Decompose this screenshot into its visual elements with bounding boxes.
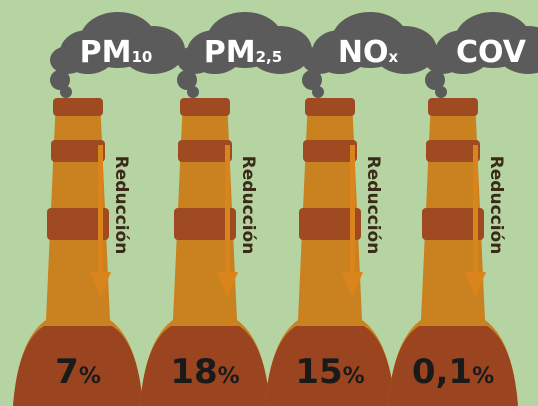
arrow-label: Reducción: [363, 156, 383, 255]
arrow-shaft: [473, 145, 478, 275]
chimney-band: [51, 140, 105, 162]
pollutant-name: NO: [338, 35, 389, 70]
pollutant-subscript: 2,5: [256, 48, 283, 66]
cloud-puff: [435, 86, 447, 98]
arrow-label: Reducción: [111, 156, 131, 255]
value-unit: %: [343, 364, 365, 389]
arrow-shaft: [98, 145, 103, 275]
arrow-label: Reducción: [486, 156, 506, 255]
pollutant-name: PM: [204, 35, 256, 70]
chimney-band: [180, 98, 230, 116]
cloud-puff: [312, 86, 324, 98]
chimney-band: [305, 98, 355, 116]
value-unit: %: [79, 364, 101, 389]
pollutant-subscript: x: [388, 48, 398, 66]
arrow-label: Reducción: [238, 156, 258, 255]
infographic: PM10Reducción7%PM2,5Reducción18%NOxReduc…: [0, 0, 538, 406]
value-unit: %: [218, 364, 240, 389]
chimney-band: [426, 140, 480, 162]
pollutant-subscript: 10: [131, 48, 152, 66]
value-number: 15: [295, 352, 342, 392]
pollutant-label: COV: [456, 35, 527, 70]
value-number: 7: [55, 352, 79, 392]
cloud-puff: [60, 86, 72, 98]
chimney-band: [53, 98, 103, 116]
chimney-band: [178, 140, 232, 162]
pollutant-name: PM: [80, 35, 132, 70]
chimney-band: [428, 98, 478, 116]
cloud-puff: [187, 86, 199, 98]
value-number: 0,1: [412, 352, 472, 392]
chimney-band: [303, 140, 357, 162]
value-unit: %: [472, 364, 494, 389]
pollutant-name: COV: [456, 35, 527, 70]
arrow-shaft: [225, 145, 230, 275]
cloud-puff: [302, 46, 338, 74]
arrow-shaft: [350, 145, 355, 275]
value-number: 18: [170, 352, 217, 392]
